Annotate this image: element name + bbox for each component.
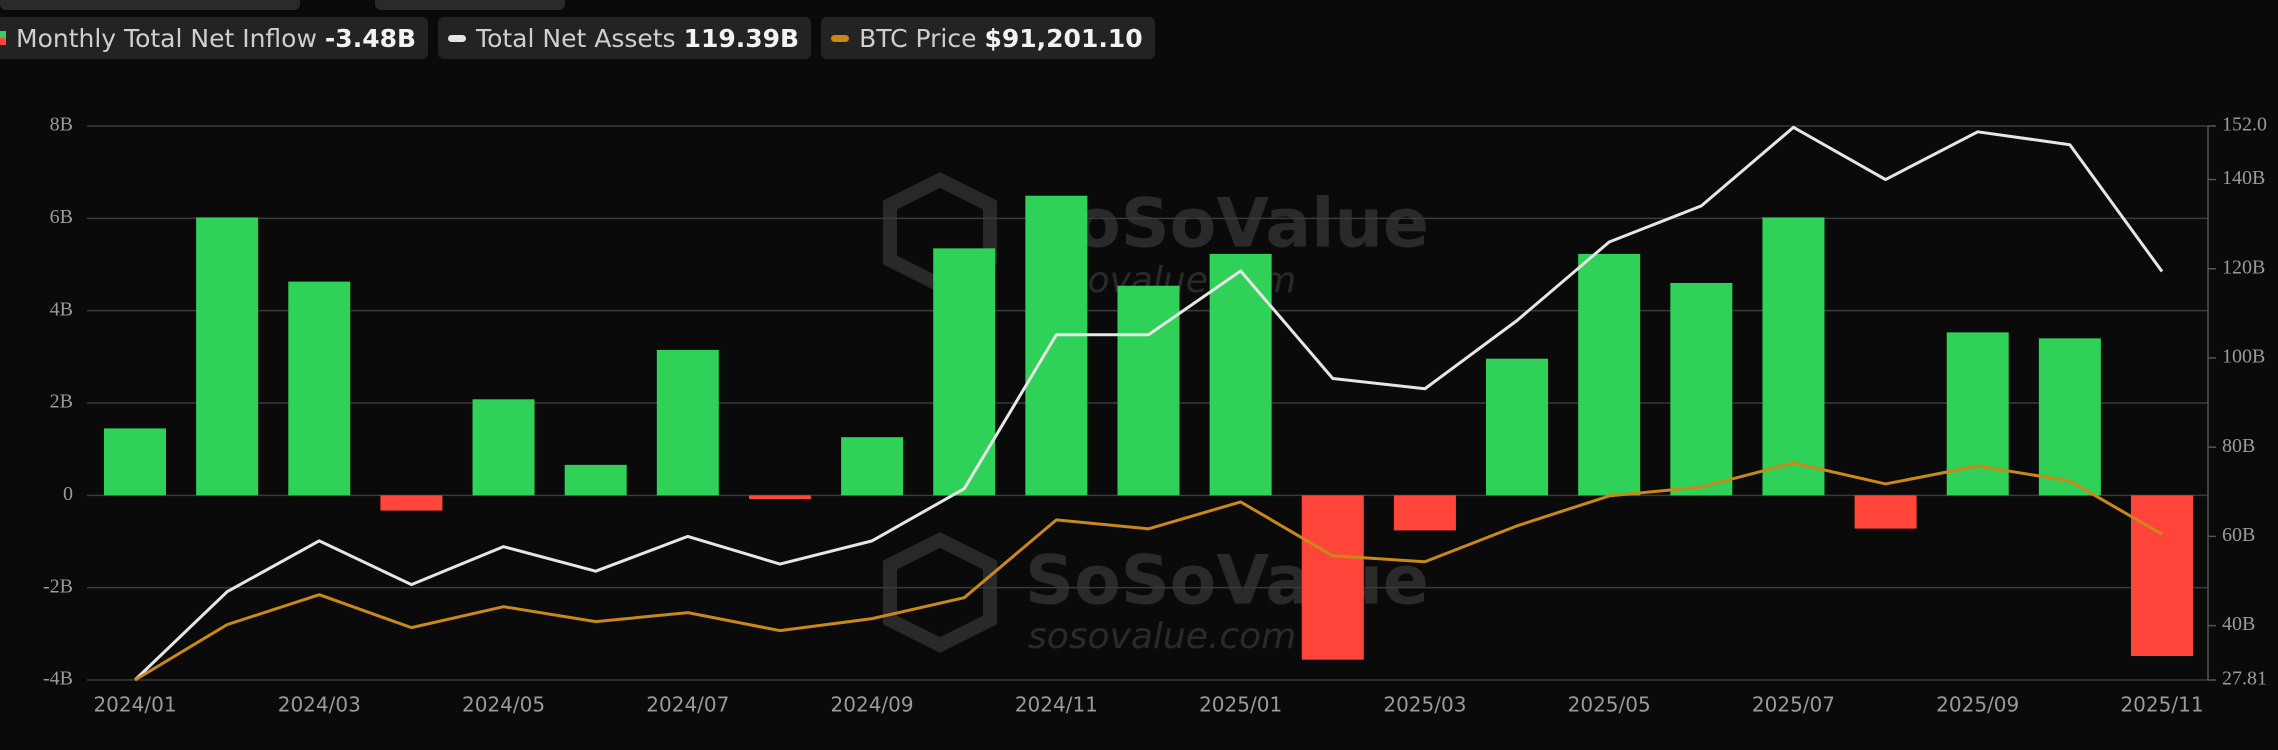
x-tick-label: 2025/07 <box>1752 693 1835 717</box>
bar <box>841 437 904 496</box>
tab[interactable] <box>375 0 565 10</box>
bar <box>196 217 259 496</box>
legend-swatch <box>0 31 6 45</box>
bar <box>1209 253 1272 496</box>
bar <box>288 281 351 496</box>
bar <box>1025 195 1088 496</box>
bar <box>933 248 996 496</box>
y-tick-label: 8B <box>50 114 73 136</box>
x-tick-label: 2025/01 <box>1199 693 1282 717</box>
legend: Monthly Total Net Inflow -3.48B Total Net … <box>0 17 1155 59</box>
legend-item[interactable]: BTC Price $91,201.10 <box>821 17 1155 59</box>
bar <box>2038 338 2101 496</box>
y2-tick-label: 80B <box>2222 435 2255 457</box>
bar <box>472 399 535 496</box>
bar <box>2131 495 2193 656</box>
x-tick-label: 2024/01 <box>93 693 176 717</box>
y2-tick-label: 152.0 <box>2222 114 2267 136</box>
y-tick-label: -2B <box>43 575 73 597</box>
x-tick-label: 2025/03 <box>1383 693 1466 717</box>
legend-label: Total Net Assets <box>476 23 676 53</box>
legend-value: $91,201.10 <box>984 23 1143 53</box>
legend-item[interactable]: Monthly Total Net Inflow -3.48B <box>0 17 429 59</box>
bar <box>1301 495 1364 660</box>
bar <box>1578 253 1641 496</box>
y-tick-label: 4B <box>50 298 73 320</box>
bar <box>1854 495 1917 529</box>
y-tick-label: 2B <box>50 391 73 413</box>
y-tick-label: 0 <box>63 483 73 505</box>
bar <box>380 495 443 511</box>
legend-swatch <box>448 34 467 42</box>
bar <box>104 428 166 496</box>
y2-tick-label: 100B <box>2222 346 2265 368</box>
line <box>133 125 2164 682</box>
y-tick-label: 6B <box>50 206 73 228</box>
bar <box>1117 285 1180 496</box>
watermark-logo <box>883 532 997 653</box>
bar <box>564 464 627 496</box>
line <box>134 461 2163 682</box>
y2-tick-label: 120B <box>2222 256 2265 278</box>
bar <box>1670 282 1733 496</box>
x-tick-label: 2024/05 <box>462 693 545 717</box>
y2-tick-label: 140B <box>2222 167 2265 189</box>
y2-tick-label: 60B <box>2222 524 2255 546</box>
bar <box>1393 495 1456 531</box>
x-tick-label: 2025/09 <box>1936 693 2019 717</box>
legend-item[interactable]: Total Net Assets 119.39B <box>438 17 812 59</box>
watermark-text: SoSoValue <box>1025 185 1429 264</box>
x-tick-label: 2025/05 <box>1568 693 1651 717</box>
x-tick-label: 2025/11 <box>2120 693 2203 717</box>
bar <box>748 495 811 500</box>
tab[interactable] <box>0 0 300 10</box>
x-tick-label: 2024/09 <box>831 693 914 717</box>
legend-swatch <box>831 34 850 42</box>
legend-label: Monthly Total Net Inflow <box>16 23 317 53</box>
x-tick-label: 2024/11 <box>1015 693 1098 717</box>
y-tick-label: -4B <box>43 668 73 690</box>
x-tick-label: 2024/03 <box>278 693 361 717</box>
watermark-text: SoSoValue <box>1025 542 1429 621</box>
legend-value: 119.39B <box>683 23 800 53</box>
bar <box>1486 358 1549 496</box>
bar <box>1762 217 1825 496</box>
watermark-url: sosovalue.com <box>1028 616 1296 657</box>
legend-value: -3.48B <box>324 23 417 53</box>
legend-label: BTC Price <box>859 23 977 53</box>
x-tick-label: 2024/07 <box>646 693 729 717</box>
y2-tick-label: 27.81 <box>2222 668 2267 690</box>
y2-tick-label: 40B <box>2222 613 2255 635</box>
bar <box>656 349 719 496</box>
